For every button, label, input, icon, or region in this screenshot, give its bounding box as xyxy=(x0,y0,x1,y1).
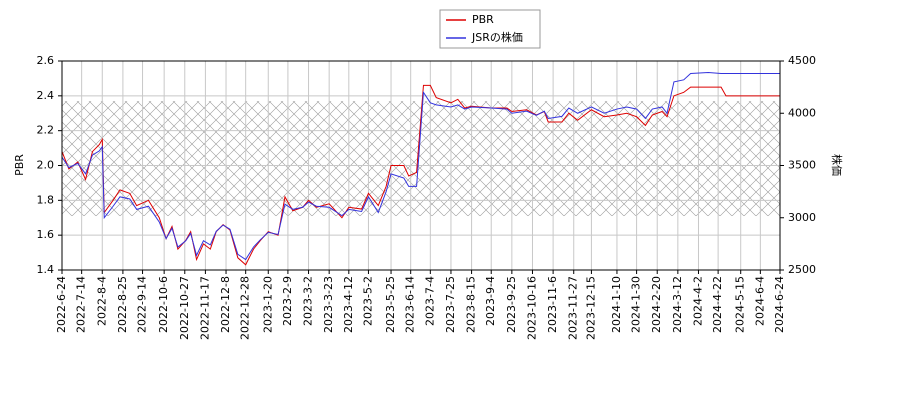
legend: PBR JSRの株価 xyxy=(439,9,541,49)
y-tick-label: 2.6 xyxy=(37,54,55,67)
y2-tick-label: 4500 xyxy=(788,54,816,67)
series-line xyxy=(61,71,780,261)
legend-label: JSRの株価 xyxy=(471,30,523,44)
x-tick-label: 2023-2-9 xyxy=(281,276,294,326)
plot-frame xyxy=(61,60,781,271)
x-tick-label: 2022-8-25 xyxy=(116,276,129,333)
x-tick-label: 2023-6-14 xyxy=(404,276,417,333)
y2-tick-label: 3500 xyxy=(788,159,816,172)
x-tick-label: 2024-4-2 xyxy=(691,276,704,326)
x-tick-label: 2023-3-23 xyxy=(322,276,335,333)
x-tick-label: 2022-9-14 xyxy=(136,276,149,333)
y2-axis-label: 株価 xyxy=(830,154,844,176)
x-tick-label: 2023-7-4 xyxy=(423,276,436,326)
x-tick-label: 2024-1-10 xyxy=(610,276,623,333)
x-tick-label: 2023-7-25 xyxy=(444,276,457,333)
x-tick-label: 2022-12-8 xyxy=(219,276,232,333)
x-tick-label: 2023-9-4 xyxy=(484,276,497,326)
x-tick-label: 2022-8-4 xyxy=(95,276,108,326)
x-tick-label: 2023-3-2 xyxy=(302,276,315,326)
x-tick-label: 2024-6-4 xyxy=(753,276,766,326)
y-tick-label: 1.8 xyxy=(37,193,55,206)
x-tick-label: 2022-11-17 xyxy=(198,276,211,340)
x-tick-label: 2024-4-22 xyxy=(711,276,724,333)
y-tick-label: 2.2 xyxy=(37,124,55,137)
x-tick-label: 2023-10-16 xyxy=(525,276,538,340)
x-tick-label: 2024-2-20 xyxy=(650,276,663,333)
y-tick-label: 2.4 xyxy=(37,89,55,102)
x-tick-label: 2022-10-6 xyxy=(157,276,170,333)
x-tick-label: 2023-4-12 xyxy=(342,276,355,333)
y-axis-label: PBR xyxy=(13,154,26,176)
x-tick-label: 2024-1-30 xyxy=(630,276,643,333)
x-tick-label: 2024-6-24 xyxy=(773,276,786,333)
x-tick-label: 2023-5-25 xyxy=(384,276,397,333)
x-tick-label: 2023-8-15 xyxy=(465,276,478,333)
x-tick-label: 2023-9-25 xyxy=(505,276,518,333)
y2-tick-label: 4000 xyxy=(788,106,816,119)
x-tick-label: 2023-11-27 xyxy=(567,276,580,340)
legend-box xyxy=(439,9,541,49)
x-tick-label: 2022-7-14 xyxy=(75,276,88,333)
x-tick-label: 2022-12-28 xyxy=(239,276,252,340)
x-tick-label: 2022-6-24 xyxy=(55,276,68,333)
x-tick-label: 2023-11-6 xyxy=(546,276,559,333)
y-tick-label: 1.6 xyxy=(37,228,55,241)
series-line xyxy=(61,84,780,266)
y-tick-label: 2.0 xyxy=(37,159,55,172)
y-tick-label: 1.4 xyxy=(37,263,55,276)
x-tick-label: 2023-5-2 xyxy=(361,276,374,326)
y2-tick-label: 3000 xyxy=(788,211,816,224)
x-tick-label: 2023-1-20 xyxy=(261,276,274,333)
x-tick-label: 2024-5-15 xyxy=(734,276,747,333)
x-tick-label: 2023-12-15 xyxy=(584,276,597,340)
x-tick-label: 2022-10-27 xyxy=(178,276,191,340)
y2-tick-label: 2500 xyxy=(788,263,816,276)
x-tick-label: 2024-3-12 xyxy=(671,276,684,333)
legend-label: PBR xyxy=(472,13,494,26)
